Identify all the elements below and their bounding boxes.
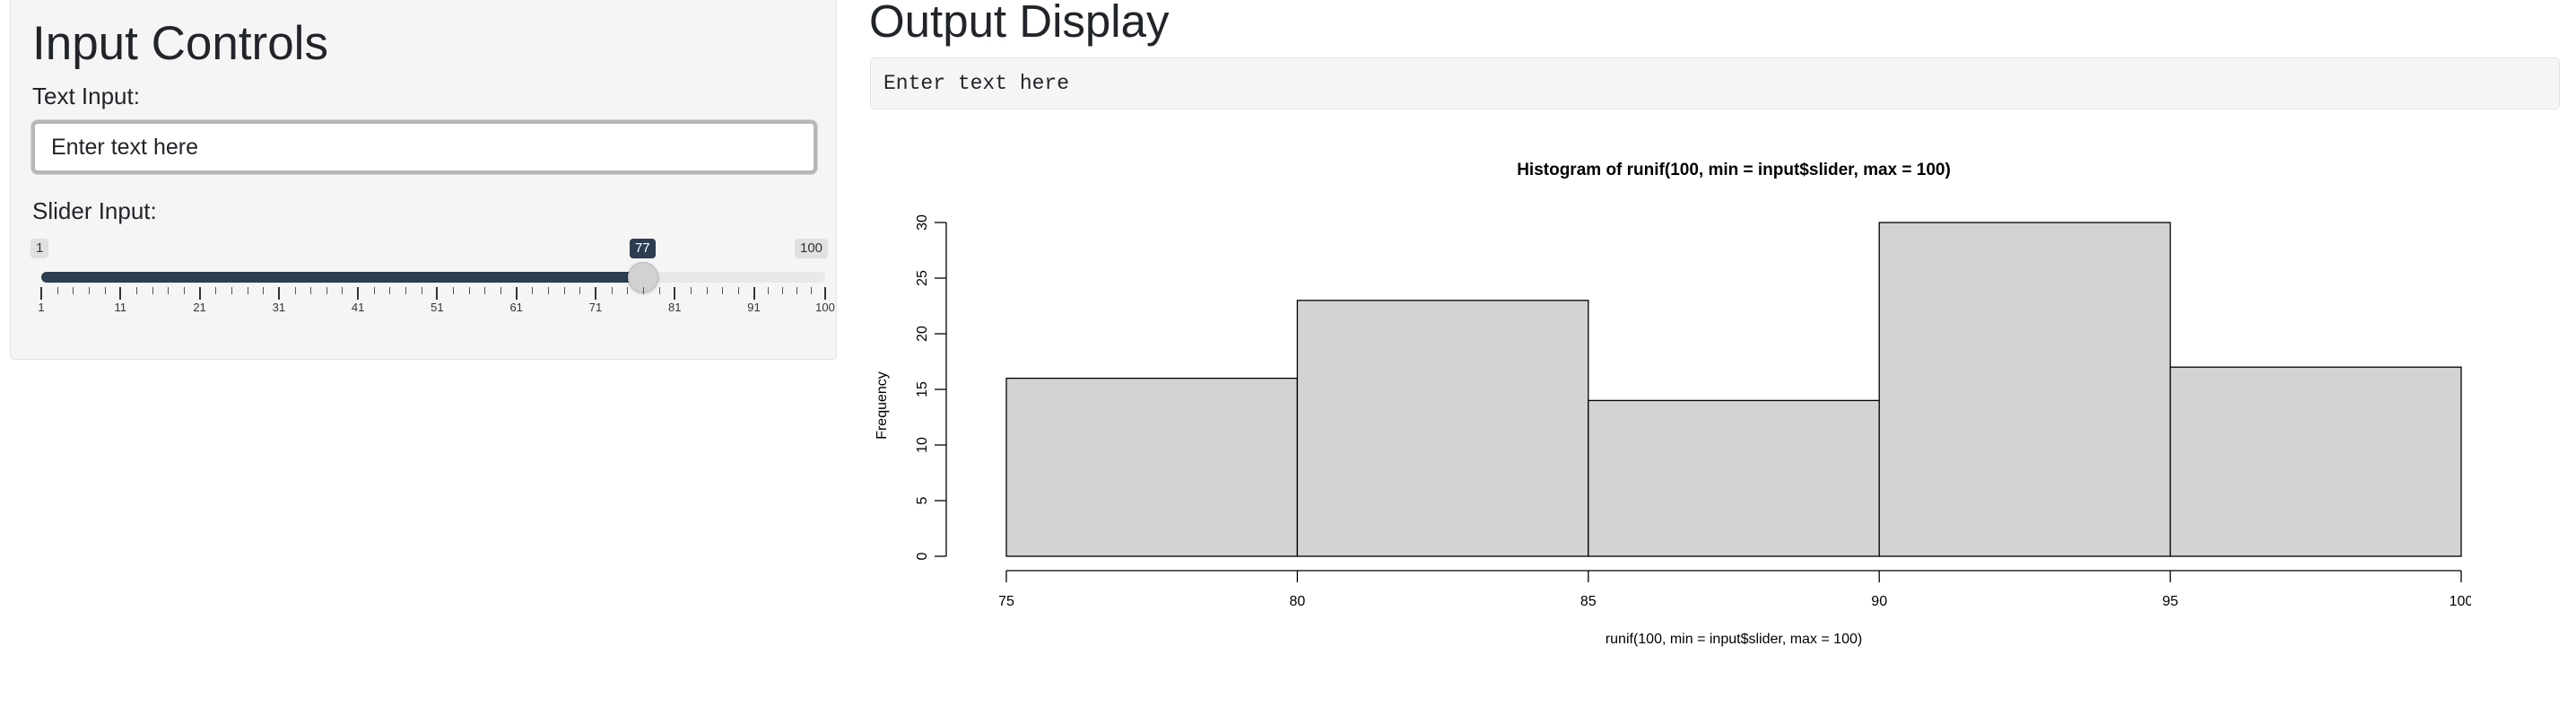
histogram-plot: Histogram of runif(100, min = input$slid…	[866, 135, 2473, 668]
slider-minor-tick	[642, 287, 644, 294]
slider-major-tick	[119, 287, 122, 300]
slider-input[interactable]: 1 100 77 1 11 21 31 41 51 61 71 81 91 100	[30, 235, 835, 325]
slider-minor-tick	[152, 287, 153, 294]
slider-minor-tick	[579, 287, 581, 294]
slider-major-tick	[674, 287, 676, 300]
slider-minor-tick	[500, 287, 502, 294]
slider-major-tick	[277, 287, 280, 300]
histogram-bar	[1296, 300, 1589, 557]
slider-tick-label: 100	[815, 301, 835, 314]
chart-title: Histogram of runif(100, min = input$slid…	[1517, 161, 1951, 179]
slider-max-badge: 100	[795, 239, 829, 258]
slider-minor-tick	[310, 287, 312, 294]
y-tick-label: 0	[915, 552, 930, 560]
input-controls-heading: Input Controls	[32, 17, 328, 70]
text-input-label: Text Input:	[32, 83, 140, 109]
y-tick-label: 5	[915, 496, 930, 504]
y-tick-label: 30	[915, 214, 930, 231]
verbatim-text-output: Enter text here	[870, 57, 2560, 109]
output-display-heading: Output Display	[869, 0, 1170, 47]
histogram-bar	[2169, 366, 2462, 557]
x-tick-label: 100	[2450, 594, 2471, 609]
slider-major-tick	[824, 287, 826, 300]
slider-tick-label: 31	[272, 301, 286, 314]
y-tick-label: 10	[915, 437, 930, 453]
slider-minor-tick	[294, 287, 296, 294]
slider-minor-tick	[373, 287, 375, 294]
slider-minor-tick	[722, 287, 724, 294]
slider-value-badge: 77	[629, 239, 656, 258]
slider-input-label: Slider Input:	[32, 197, 157, 224]
slider-minor-tick	[563, 287, 565, 294]
slider-tick-label: 51	[431, 301, 444, 314]
slider-minor-tick	[231, 287, 232, 294]
slider-tick-label: 71	[588, 301, 603, 314]
slider-minor-tick	[73, 287, 74, 294]
y-tick-label: 20	[915, 326, 930, 342]
slider-tick-label: 81	[668, 301, 682, 314]
y-tick-label: 25	[915, 270, 930, 286]
y-tick-label: 15	[915, 381, 930, 397]
histogram-bar	[1878, 222, 2171, 557]
slider-minor-tick	[405, 287, 407, 294]
slider-minor-tick	[135, 287, 137, 294]
slider-minor-tick	[548, 287, 549, 294]
slider-minor-tick	[737, 287, 739, 294]
slider-minor-tick	[168, 287, 170, 294]
histogram-svg: Histogram of runif(100, min = input$slid…	[875, 161, 2473, 647]
slider-tick-label: 41	[351, 301, 365, 314]
slider-minor-tick	[326, 287, 327, 294]
slider-major-tick	[515, 287, 518, 300]
text-input-field[interactable]	[31, 120, 817, 174]
slider-major-tick	[594, 287, 596, 300]
x-tick-label: 90	[1871, 594, 1887, 609]
slider-minor-tick	[611, 287, 613, 294]
slider-minor-tick	[263, 287, 265, 294]
histogram-bar	[1005, 377, 1299, 557]
slider-major-tick	[40, 287, 42, 300]
x-tick-label: 75	[998, 594, 1014, 609]
slider-minor-tick	[342, 287, 344, 294]
slider-minor-tick	[796, 287, 798, 294]
slider-minor-tick	[627, 287, 629, 294]
slider-tick-label: 1	[38, 301, 45, 314]
slider-tick-label: 91	[747, 301, 761, 314]
slider-track[interactable]	[41, 272, 825, 283]
slider-minor-tick	[57, 287, 58, 294]
slider-fill	[41, 272, 643, 283]
slider-tick-label: 11	[114, 301, 127, 314]
slider-minor-tick	[468, 287, 470, 294]
slider-major-tick	[436, 287, 439, 300]
slider-minor-tick	[782, 287, 784, 294]
slider-minor-tick	[215, 287, 217, 294]
slider-minor-tick	[658, 287, 660, 294]
slider-minor-tick	[484, 287, 486, 294]
slider-minor-tick	[389, 287, 391, 294]
slider-min-badge: 1	[30, 239, 49, 258]
slider-minor-tick	[811, 287, 813, 294]
slider-major-tick	[753, 287, 755, 300]
histogram-bar	[1588, 399, 1880, 557]
x-tick-label: 80	[1290, 594, 1306, 609]
slider-major-tick	[357, 287, 360, 300]
slider-minor-tick	[768, 287, 770, 294]
x-tick-label: 85	[1580, 594, 1597, 609]
slider-minor-tick	[88, 287, 90, 294]
sidebar-panel: Input Controls Text Input: Slider Input:…	[10, 0, 837, 360]
x-axis-title: runif(100, min = input$slider, max = 100…	[1606, 632, 1862, 647]
slider-tick-label: 61	[509, 301, 523, 314]
slider-minor-tick	[453, 287, 455, 294]
slider-tick-label: 21	[193, 301, 206, 314]
slider-major-tick	[198, 287, 201, 300]
slider-minor-tick	[706, 287, 708, 294]
x-tick-label: 95	[2163, 594, 2179, 609]
slider-minor-tick	[690, 287, 692, 294]
slider-minor-tick	[104, 287, 106, 294]
slider-minor-tick	[532, 287, 534, 294]
y-axis-title: Frequency	[875, 371, 890, 440]
slider-minor-tick	[183, 287, 185, 294]
